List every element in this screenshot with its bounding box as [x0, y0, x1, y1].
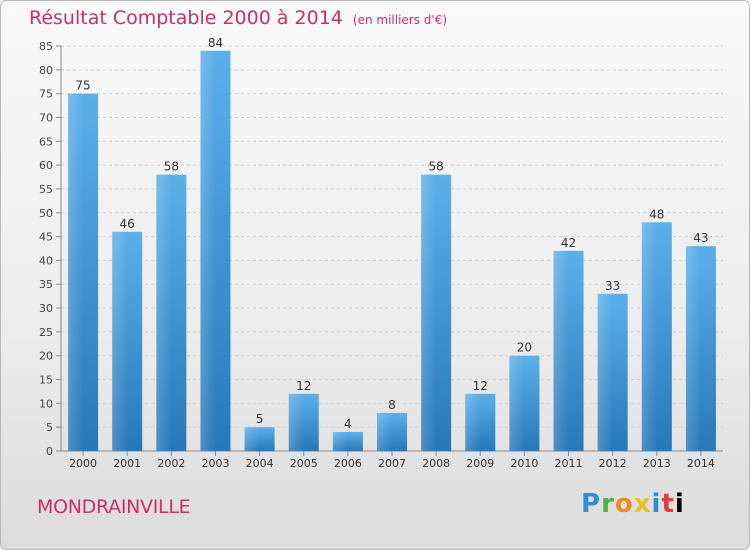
logo-letter: i — [674, 489, 685, 519]
bar-highlight — [112, 231, 128, 451]
y-tick-label: 15 — [39, 374, 53, 387]
data-label: 43 — [693, 231, 708, 245]
logo-letter: t — [661, 489, 675, 519]
bar-highlight — [685, 246, 701, 451]
data-label: 33 — [605, 279, 620, 293]
y-tick-label: 55 — [39, 183, 53, 196]
bar-highlight — [200, 50, 216, 451]
x-tick-label: 2011 — [555, 457, 583, 470]
logo-letter: r — [601, 489, 615, 519]
y-tick-label: 0 — [46, 445, 53, 458]
data-label: 46 — [120, 217, 135, 231]
y-tick-label: 35 — [39, 278, 53, 291]
bar-highlight — [377, 412, 392, 451]
y-tick-label: 20 — [39, 350, 53, 363]
data-label: 12 — [296, 379, 311, 393]
bar-highlight — [641, 222, 657, 451]
x-tick-label: 2006 — [334, 457, 362, 470]
y-tick-label: 60 — [39, 159, 53, 172]
y-tick-label: 80 — [39, 64, 53, 77]
y-tick-label: 30 — [39, 302, 53, 315]
logo-letter: i — [651, 489, 662, 519]
data-label: 58 — [164, 160, 179, 174]
bar-highlight — [68, 93, 84, 451]
bar-highlight — [509, 355, 525, 451]
data-label: 42 — [561, 236, 576, 250]
data-label: 20 — [517, 341, 532, 355]
data-label: 8 — [388, 398, 396, 412]
bar-highlight — [288, 393, 304, 451]
x-tick-label: 2002 — [157, 457, 185, 470]
y-tick-label: 45 — [39, 231, 53, 244]
data-label: 12 — [473, 379, 488, 393]
x-tick-label: 2004 — [246, 457, 274, 470]
logo-letter: o — [614, 489, 634, 519]
y-tick-label: 10 — [39, 397, 53, 410]
bar-highlight — [244, 427, 260, 451]
chart-title-unit: (en milliers d'€) — [352, 13, 448, 27]
x-tick-label: 2000 — [69, 457, 97, 470]
data-label: 48 — [649, 207, 664, 221]
x-tick-label: 2008 — [422, 457, 450, 470]
x-tick-label: 2001 — [113, 457, 141, 470]
y-tick-label: 65 — [39, 135, 53, 148]
data-label: 84 — [208, 36, 223, 50]
x-tick-label: 2013 — [643, 457, 671, 470]
y-tick-label: 5 — [46, 421, 53, 434]
x-tick-label: 2003 — [201, 457, 229, 470]
x-tick-label: 2010 — [510, 457, 538, 470]
y-tick-label: 25 — [39, 326, 53, 339]
bar-highlight — [597, 293, 613, 451]
data-label: 58 — [428, 160, 443, 174]
x-tick-label: 2009 — [466, 457, 494, 470]
chart-title: Résultat Comptable 2000 à 2014 (en millie… — [29, 7, 447, 29]
y-tick-label: 50 — [39, 207, 53, 220]
bar-highlight — [156, 174, 172, 451]
y-tick-label: 85 — [39, 40, 53, 53]
proxiti-logo: Proxiti — [581, 489, 685, 519]
commune-name: MONDRAINVILLE — [37, 496, 191, 518]
x-tick-label: 2014 — [687, 457, 715, 470]
data-label: 75 — [75, 79, 90, 93]
bar-highlight — [553, 250, 569, 451]
y-tick-label: 70 — [39, 111, 53, 124]
y-tick-label: 75 — [39, 88, 53, 101]
chart-title-main: Résultat Comptable 2000 à 2014 — [29, 7, 343, 29]
data-label: 4 — [344, 417, 352, 431]
bar-highlight — [421, 174, 437, 451]
logo-letter: x — [633, 489, 652, 519]
y-tick-label: 40 — [39, 254, 53, 267]
data-label: 5 — [256, 412, 264, 426]
x-tick-label: 2007 — [378, 457, 406, 470]
bar-highlight — [332, 431, 348, 451]
x-tick-label: 2005 — [290, 457, 318, 470]
bar-highlight — [465, 393, 481, 451]
logo-letter: P — [581, 489, 602, 519]
x-tick-label: 2012 — [599, 457, 627, 470]
